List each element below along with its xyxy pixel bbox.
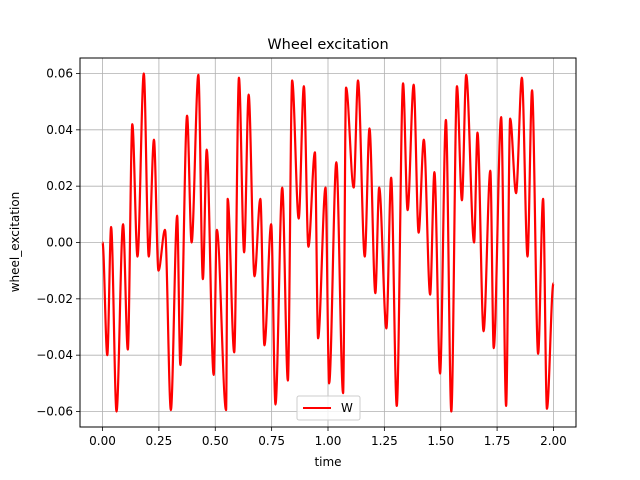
series-line-w [101, 72, 555, 413]
y-tick-label: 0.06 [46, 66, 73, 80]
y-tick-label: 0.04 [46, 123, 73, 137]
y-tick-label: 0.02 [46, 179, 73, 193]
legend: W [296, 395, 361, 421]
x-tick-label: 1.00 [315, 434, 342, 448]
y-tick-label: −0.02 [36, 292, 73, 306]
x-tick-label: 1.75 [484, 434, 511, 448]
x-tick-label: 0.00 [89, 434, 116, 448]
x-tick-label: 1.25 [371, 434, 398, 448]
x-ticks: 0.00 0.25 0.50 0.75 1.00 1.25 1.50 1.75 2.00 [89, 427, 567, 448]
x-axis-label: time [314, 455, 341, 469]
y-axis-label: wheel_excitation [8, 192, 22, 293]
y-tick-label: 0.00 [46, 236, 73, 250]
y-tick-label: −0.06 [36, 405, 73, 419]
y-ticks: −0.06 −0.04 −0.02 0.00 0.02 0.04 0.06 [36, 66, 80, 419]
x-tick-label: 0.75 [258, 434, 285, 448]
y-tick-label: −0.04 [36, 348, 73, 362]
x-tick-label: 0.25 [146, 434, 173, 448]
x-tick-label: 0.50 [202, 434, 229, 448]
chart-title: Wheel excitation [267, 37, 388, 53]
x-tick-label: 1.50 [427, 434, 454, 448]
x-tick-label: 2.00 [540, 434, 567, 448]
line-layer [101, 72, 555, 413]
legend-label-w: W [341, 401, 353, 415]
